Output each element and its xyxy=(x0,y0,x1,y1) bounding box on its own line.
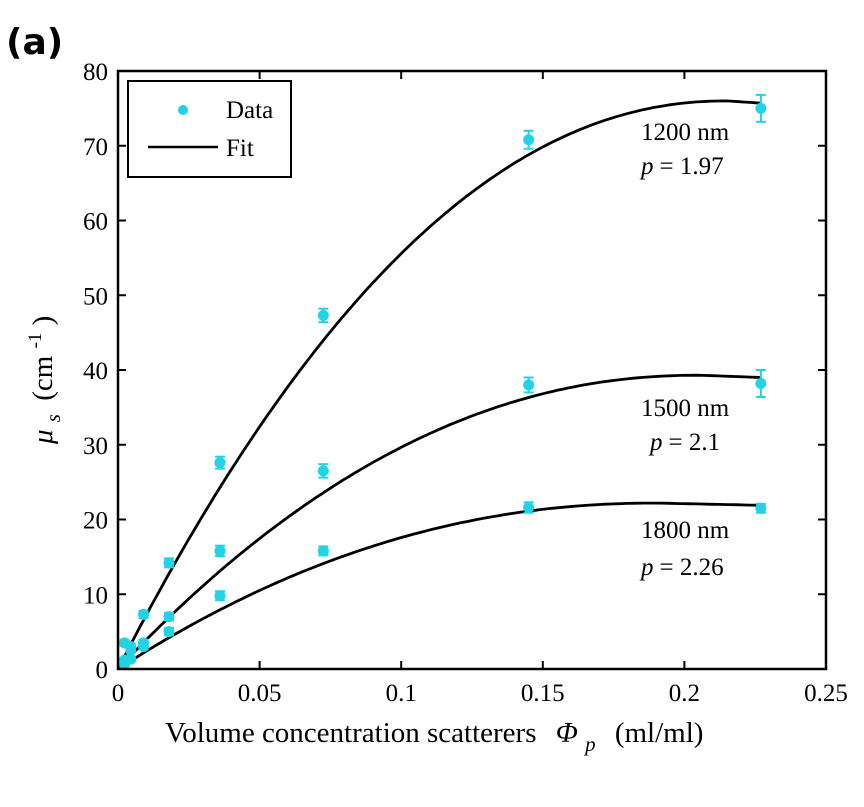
legend-box xyxy=(127,80,292,178)
fit-curve-1200-nm xyxy=(116,99,761,670)
data-point xyxy=(137,608,149,620)
data-point xyxy=(317,309,329,321)
y-tick-label: 60 xyxy=(83,209,108,236)
data-point xyxy=(317,465,329,477)
data-point xyxy=(137,641,149,653)
plot-frame xyxy=(116,69,828,671)
annot-1500-p: p = 2.1 xyxy=(648,429,720,456)
data-point xyxy=(755,102,767,114)
y-tick-label: 50 xyxy=(83,283,108,310)
data-point xyxy=(214,545,226,557)
data-point xyxy=(214,457,226,469)
x-tick-label: 0.25 xyxy=(804,680,848,707)
legend-data-label: Data xyxy=(226,97,273,124)
annot-1500-size: 1500 nm xyxy=(641,395,730,422)
data-points xyxy=(119,93,767,671)
tick-labels: 0 0.05 0.1 0.15 0.2 0.25 0 10 20 30 40 50 60 70 80 xyxy=(83,59,848,707)
x-tick-label: 0.1 xyxy=(386,680,417,707)
data-point xyxy=(125,653,137,665)
y-tick-label: 30 xyxy=(83,433,108,460)
annot-1200-p: p = 1.97 xyxy=(639,153,724,180)
legend-fit-label: Fit xyxy=(226,135,254,162)
panel-label: (a) xyxy=(6,22,64,63)
y-tick-label: 10 xyxy=(83,582,108,609)
y-tick-label: 40 xyxy=(83,358,108,385)
annot-1800-p: p = 2.26 xyxy=(639,554,724,581)
data-point xyxy=(755,377,767,389)
fit-curve-1800-nm xyxy=(117,501,761,671)
series-annotations: 1200 nm p = 1.97 1500 nm p = 2.1 1800 nm p… xyxy=(639,119,730,581)
legend: Data Fit xyxy=(127,80,292,178)
y-tick-label: 80 xyxy=(83,59,108,86)
y-tick-label: 20 xyxy=(83,508,108,535)
fit-curves xyxy=(116,99,761,671)
annot-1200-size: 1200 nm xyxy=(641,119,730,146)
y-axis-title: μ s (cm -1 ) xyxy=(16,316,67,445)
x-tick-label: 0.15 xyxy=(521,680,565,707)
data-point xyxy=(317,545,329,557)
legend-data-marker xyxy=(178,105,188,115)
data-point xyxy=(214,590,226,602)
x-axis-title: Volume concentration scatterers Φ p (ml/… xyxy=(165,717,703,758)
data-point xyxy=(163,611,175,623)
x-tick-label: 0.2 xyxy=(669,680,700,707)
annot-1800-size: 1800 nm xyxy=(641,517,730,544)
x-tick-label: 0 xyxy=(112,680,125,707)
data-point xyxy=(163,557,175,569)
y-tick-label: 0 xyxy=(96,657,109,684)
fit-curve-1500-nm xyxy=(116,373,761,670)
data-point xyxy=(523,502,535,514)
data-point xyxy=(125,644,137,656)
data-point xyxy=(523,134,535,146)
data-point xyxy=(523,379,535,391)
data-point xyxy=(755,502,767,514)
y-tick-label: 70 xyxy=(83,134,108,161)
data-point xyxy=(163,626,175,638)
x-tick-label: 0.05 xyxy=(238,680,282,707)
